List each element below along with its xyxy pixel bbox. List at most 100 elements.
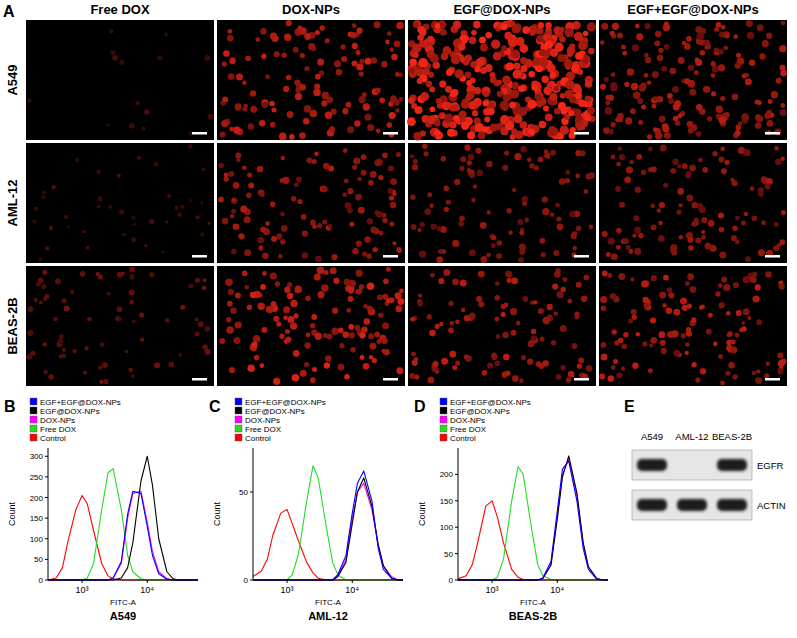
cell — [352, 23, 357, 28]
cell — [599, 374, 605, 380]
cell — [233, 337, 240, 344]
cell — [660, 340, 666, 346]
cell — [440, 29, 447, 36]
cell — [384, 349, 390, 355]
cell — [352, 43, 358, 49]
cell — [342, 193, 347, 198]
cell — [557, 223, 564, 230]
cell — [122, 232, 126, 236]
cell — [195, 278, 200, 283]
cell — [367, 124, 374, 131]
cell — [48, 374, 53, 379]
scale-bar — [574, 255, 589, 258]
cell — [682, 163, 688, 169]
cell — [310, 220, 316, 226]
cell — [356, 50, 361, 55]
scale-bar — [192, 255, 207, 258]
cell — [329, 126, 335, 132]
cell — [564, 90, 573, 99]
cell — [647, 80, 652, 85]
cell — [388, 188, 394, 194]
cell — [519, 249, 525, 255]
cell — [631, 309, 637, 315]
cell — [367, 282, 375, 290]
band-label: EGFR — [757, 460, 784, 471]
cell — [83, 370, 87, 374]
cell — [461, 308, 465, 312]
legend-swatch — [30, 398, 37, 405]
cell — [242, 270, 248, 276]
cell — [308, 43, 315, 50]
cell — [70, 290, 74, 294]
cell — [177, 212, 182, 217]
cell — [278, 254, 282, 258]
cell — [175, 206, 179, 210]
cell — [304, 105, 312, 113]
cell — [663, 275, 669, 281]
x-axis-title: FITC-A — [110, 598, 136, 607]
cell — [542, 208, 549, 215]
cell — [467, 168, 472, 173]
cell — [731, 346, 738, 353]
cell — [543, 86, 552, 95]
cell — [715, 291, 720, 296]
legend-label: EGF@DOX-NPs — [40, 407, 100, 416]
cell — [53, 317, 58, 322]
cell — [344, 179, 349, 184]
cell — [382, 218, 387, 223]
cell — [119, 60, 125, 66]
cell — [235, 293, 241, 299]
cell — [129, 274, 135, 280]
cell — [433, 361, 438, 366]
cell — [521, 355, 526, 360]
micrograph — [407, 20, 596, 141]
y-axis — [253, 448, 254, 580]
cell — [293, 313, 298, 318]
x-tick — [287, 580, 288, 583]
y-tick — [45, 476, 48, 477]
cell — [713, 342, 718, 347]
cell — [438, 278, 444, 284]
cell — [303, 118, 310, 125]
cell — [521, 65, 528, 72]
cell — [522, 26, 530, 34]
cell — [664, 132, 671, 139]
cell — [103, 379, 108, 384]
cell — [133, 223, 137, 227]
y-axis-title: Count — [212, 502, 222, 527]
cell — [621, 343, 627, 349]
cell — [235, 321, 242, 328]
cell — [98, 274, 103, 279]
cell — [129, 289, 135, 295]
cell — [718, 157, 724, 163]
cell — [735, 216, 740, 221]
cell — [201, 168, 205, 172]
cell — [483, 91, 490, 98]
cell — [617, 33, 623, 39]
cell — [501, 312, 506, 317]
cell — [576, 225, 582, 231]
cell — [657, 208, 662, 213]
cell — [293, 350, 300, 357]
legend-swatch — [30, 416, 37, 423]
cell — [618, 273, 625, 280]
histogram-curve — [253, 478, 403, 580]
histogram-curve — [458, 459, 608, 580]
cell — [363, 363, 370, 370]
cell — [226, 326, 234, 334]
cell — [429, 204, 433, 208]
cell — [662, 303, 667, 308]
cell — [610, 82, 617, 89]
cell — [257, 237, 264, 244]
cell — [480, 222, 487, 229]
cell — [735, 333, 740, 338]
cell — [663, 183, 668, 188]
cell — [551, 340, 556, 345]
cell — [688, 65, 694, 71]
cell — [379, 98, 385, 104]
cell — [708, 313, 713, 318]
legend-label: EGF+EGF@DOX-NPs — [450, 398, 531, 407]
cell — [689, 165, 696, 172]
cell — [645, 57, 651, 63]
cell — [550, 150, 556, 156]
